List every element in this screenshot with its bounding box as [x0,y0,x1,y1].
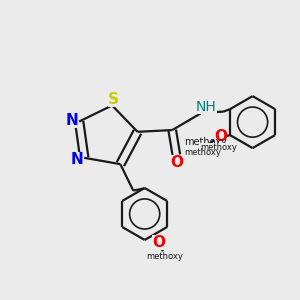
Text: N: N [70,152,83,167]
Text: methoxy: methoxy [200,143,237,152]
Text: methoxy: methoxy [184,137,227,147]
Text: N: N [65,112,78,128]
Text: methoxy: methoxy [147,251,184,260]
Text: NH: NH [196,100,217,114]
Text: methoxy: methoxy [184,148,221,157]
Text: O: O [152,236,165,250]
Text: O: O [214,129,227,144]
Text: O: O [170,155,183,170]
Text: S: S [108,92,119,107]
